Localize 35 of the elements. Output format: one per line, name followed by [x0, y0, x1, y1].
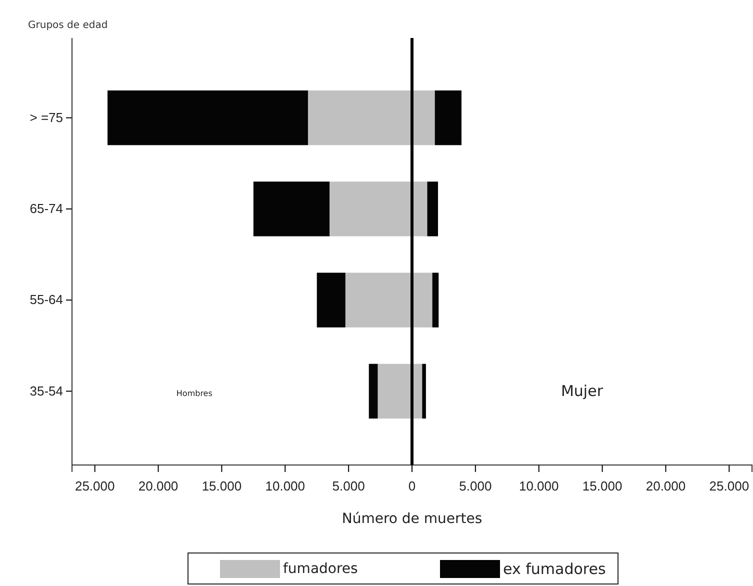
- x-tick-label: 10.000: [518, 478, 559, 494]
- y-tick-label: 35-54: [30, 383, 63, 398]
- bar: [412, 272, 432, 328]
- x-tick-label: 15.000: [202, 478, 242, 494]
- bar: [427, 182, 438, 236]
- x-axis-title: Número de muertes: [342, 511, 482, 527]
- bar: [368, 364, 378, 419]
- bar: [316, 272, 346, 328]
- y-tick-label: > =75: [30, 110, 63, 125]
- bar: [378, 364, 412, 419]
- bar: [434, 90, 462, 146]
- annotation: Hombres: [176, 389, 212, 398]
- y-tick-label: 65-74: [30, 201, 63, 216]
- x-tick-label: 15.000: [582, 478, 622, 494]
- x-tick-label: 0: [408, 478, 416, 494]
- x-tick-label: 25.000: [709, 478, 750, 494]
- y-axis-title: Grupos de edad: [28, 20, 108, 31]
- annotation: Mujer: [560, 382, 604, 400]
- x-tick-label: 5.000: [459, 478, 492, 494]
- bar: [330, 182, 412, 236]
- bar: [345, 272, 412, 328]
- x-tick-label: 25.000: [74, 478, 115, 494]
- x-tick-label: 5.000: [332, 478, 365, 494]
- x-tick-label: 10.000: [265, 478, 306, 494]
- bar: [308, 90, 412, 146]
- x-tick-label: 20.000: [646, 478, 686, 494]
- bar: [422, 364, 426, 419]
- legend-label: fumadores: [283, 561, 358, 577]
- legend-label: ex fumadores: [503, 560, 606, 578]
- y-tick-label: 55-64: [30, 292, 63, 308]
- bar: [432, 272, 439, 328]
- x-tick-label: 20.000: [138, 478, 178, 494]
- bar: [412, 90, 435, 146]
- bar: [108, 90, 308, 146]
- bar: [253, 182, 330, 236]
